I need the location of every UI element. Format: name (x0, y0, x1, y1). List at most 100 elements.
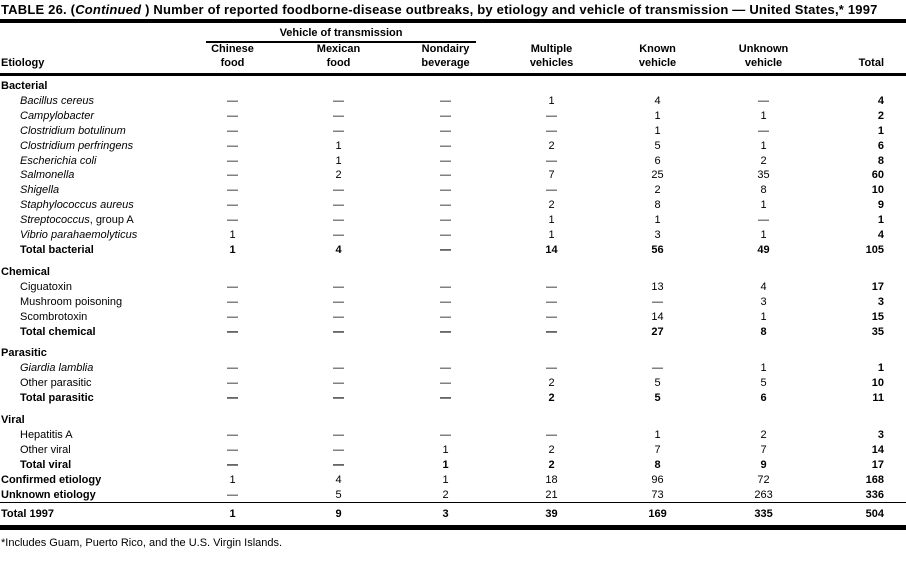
value-cell: 336 (865, 488, 885, 501)
value-cell: 1 (548, 214, 555, 227)
row-label: Staphylococcus aureus (20, 199, 134, 212)
value-cell: 1 (760, 229, 767, 242)
value-cell: — (440, 310, 452, 323)
section-label: Parasitic (1, 347, 47, 360)
row-total-parasitic: Total parasitic — — — 2 5 6 11 (0, 391, 906, 406)
value-cell: 96 (651, 473, 664, 486)
value-cell: 1 (548, 94, 555, 107)
row-label: Hepatitis A (20, 428, 73, 441)
value-cell: 1 (760, 199, 767, 212)
value-cell: — (440, 154, 452, 167)
value-cell: — (227, 199, 238, 212)
row-label: Streptococcus, group A (20, 214, 134, 227)
value-cell: — (333, 124, 344, 137)
row-total-chemical: Total chemical — — — — 27 8 35 (0, 325, 906, 340)
value-cell: 1 (877, 214, 885, 227)
title-text-start: TABLE 26. ( (1, 2, 76, 17)
row-label: Campylobacter (20, 109, 94, 122)
value-cell: 8 (877, 154, 885, 167)
col-header-known-vehicle: Known vehicle (604, 43, 712, 76)
value-cell: — (333, 199, 344, 212)
value-cell: 335 (711, 502, 817, 531)
value-cell: 72 (757, 473, 770, 486)
value-cell: 4 (760, 280, 767, 293)
col-header-nondairy-beverage: Nondairy beverage (392, 43, 500, 76)
value-cell: 1 (180, 502, 285, 531)
value-cell: — (227, 377, 238, 390)
row-unknown-etiology: Unknown etiology — 5 2 21 73 263 336 (0, 488, 906, 503)
row-total-1997: Total 1997 1 9 3 39 169 335 504 (0, 502, 906, 531)
row-label: Total parasitic (20, 392, 94, 405)
value-cell: — (333, 295, 344, 308)
value-cell: 25 (651, 169, 664, 182)
value-cell: 3 (654, 229, 661, 242)
row-label: Unknown etiology (1, 488, 96, 501)
value-cell: — (758, 214, 770, 227)
value-cell: — (227, 362, 238, 375)
value-cell: — (546, 310, 558, 323)
row-label: Total bacterial (20, 243, 94, 256)
row-label: Mushroom poisoning (20, 295, 123, 308)
row-salmonella: Salmonella — 2 — 7 25 35 60 (0, 168, 906, 183)
row-chemical: Chemical (0, 258, 906, 280)
value-cell: — (440, 280, 452, 293)
row-streptococcus: Streptococcus, group A — — — 1 1 — 1 (0, 213, 906, 228)
value-cell: — (440, 229, 452, 242)
row-total-bacterial: Total bacterial 1 4—14 56 49 105 (0, 243, 906, 258)
value-cell: 5 (335, 488, 342, 501)
value-cell: — (652, 362, 664, 375)
value-cell: 10 (871, 377, 885, 390)
table-body: Bacterial Bacillus cereus — — —1 4—4 Campyloba… (0, 75, 906, 531)
value-cell: 8 (760, 184, 767, 197)
value-cell: — (546, 154, 558, 167)
value-cell: 4 (335, 473, 342, 486)
value-cell: 169 (604, 502, 712, 531)
value-cell: — (546, 428, 558, 441)
row-confirmed-etiology: Confirmed etiology 1 4 1 18 96 72 168 (0, 473, 906, 488)
value-cell: — (227, 139, 238, 152)
value-cell: — (758, 94, 770, 107)
row-hepatitis-a: Hepatitis A — — — — 1 2 3 (0, 428, 906, 443)
table-title: TABLE 26. (Continued ) Number of reporte… (0, 0, 906, 18)
value-cell: 4 (654, 94, 661, 107)
row-ciguatoxin: Ciguatoxin — — — — 13 4 17 (0, 280, 906, 295)
row-label: Clostridium botulinum (20, 124, 126, 137)
col-header-etiology: Etiology (0, 43, 180, 76)
value-cell: 9 (877, 199, 885, 212)
value-cell: — (440, 94, 452, 107)
row-clostridium-perfringens: Clostridium perfringens — 1 — 2 5 1 6 (0, 139, 906, 154)
row-vibrio-parahaemolyticus: Vibrio parahaemolyticus 1 — — 1 3 1 4 (0, 228, 906, 243)
spanner-label: Vehicle of transmission (206, 27, 477, 43)
value-cell: — (333, 392, 344, 405)
value-cell: 4 (877, 229, 885, 242)
row-label: Shigella (20, 184, 60, 197)
value-cell: 1 (760, 310, 767, 323)
section-label: Chemical (1, 265, 50, 278)
col-header-multiple-vehicles: Multiple vehicles (499, 43, 605, 76)
value-cell: — (333, 443, 344, 456)
value-cell: 49 (757, 243, 770, 256)
value-cell: — (440, 184, 452, 197)
value-cell: 17 (871, 280, 885, 293)
value-cell: — (227, 184, 238, 197)
value-cell: 9 (760, 458, 767, 471)
value-cell: — (652, 295, 664, 308)
value-cell: — (227, 124, 238, 137)
row-label: Vibrio parahaemolyticus (20, 229, 138, 242)
value-cell: — (333, 229, 344, 242)
value-cell: 2 (548, 199, 555, 212)
value-cell: 1 (760, 139, 767, 152)
row-mushroom-poisoning: Mushroom poisoning — — — — — 3 3 (0, 295, 906, 310)
row-label: Ciguatoxin (20, 280, 72, 293)
value-cell: 5 (654, 139, 661, 152)
value-cell: 14 (651, 310, 664, 323)
value-cell: — (333, 310, 344, 323)
value-cell: 1 (877, 124, 885, 137)
value-cell: 13 (651, 280, 664, 293)
value-cell: 1 (654, 124, 661, 137)
value-cell: — (227, 109, 238, 122)
col-header-unknown-vehicle: Unknown vehicle (711, 43, 817, 76)
value-cell: 3 (877, 295, 885, 308)
value-cell: 56 (651, 243, 664, 256)
